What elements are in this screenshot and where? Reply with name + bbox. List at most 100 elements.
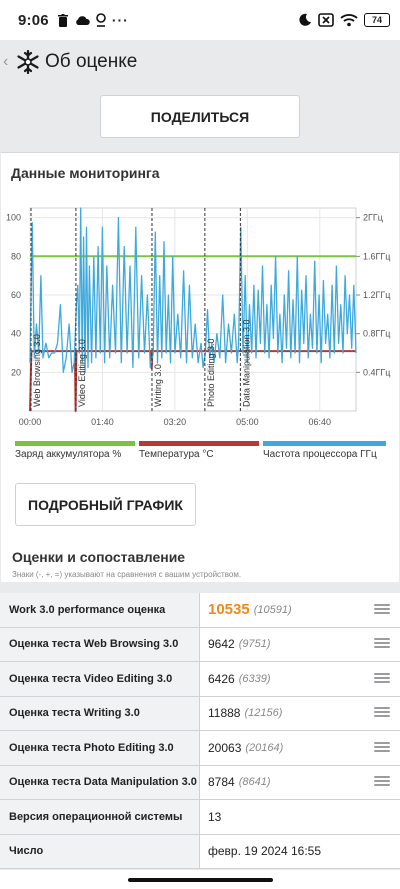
status-time: 9:06 [18, 11, 49, 29]
x-tick-label: 06:40 [309, 417, 332, 427]
score-reference: (9751) [238, 638, 271, 651]
score-value: 9642 [208, 637, 235, 652]
moon-icon [299, 13, 311, 26]
score-value: 20063 [208, 740, 242, 755]
location-icon [96, 13, 106, 27]
legend-item: Температура °C [139, 441, 259, 460]
monitoring-card: Данные мониторинга 20 40 60 80 100 0.4ГГц 0.8Г… [1, 152, 399, 582]
detailed-graph-button[interactable]: ПОДРОБНЫЙ ГРАФИК [15, 483, 196, 526]
app-logo-icon [15, 49, 41, 75]
phase-label: Video Editing 3.0 [77, 339, 87, 407]
score-row: Оценка теста Video Editing 3.0 6426 (6339) [0, 662, 400, 697]
legend-swatch [263, 441, 386, 446]
score-reference: (12156) [244, 707, 283, 720]
x-tick-label: 00:00 [19, 417, 42, 427]
row-menu-icon[interactable] [374, 707, 390, 719]
score-name: Оценка теста Writing 3.0 [0, 696, 200, 730]
trash-icon [57, 13, 68, 27]
score-value-cell: 13 [200, 800, 400, 834]
app-bar: ‹ Об оценке [0, 40, 400, 84]
y-right-tick-label: 2ГГц [363, 213, 383, 223]
cloud-icon [76, 15, 90, 25]
score-value: 6426 [208, 671, 235, 686]
x-tick-label: 05:00 [236, 417, 259, 427]
series-line [29, 207, 357, 373]
legend-item: Заряд аккумулятора % [15, 441, 135, 460]
y-left-tick-label: 60 [11, 290, 21, 300]
score-name: Версия операционной системы [0, 800, 200, 834]
monitoring-chart[interactable]: 20 40 60 80 100 0.4ГГц 0.8ГГц 1.2ГГц 1.6ГГц 2ГГц 0… [1, 198, 399, 438]
legend-swatch [15, 441, 135, 446]
phase-label: Data Manipulation 3.0 [241, 319, 251, 407]
score-value-cell: 10535 (10591) [200, 593, 400, 627]
y-left-tick-label: 40 [11, 329, 21, 339]
page-title: Об оценке [45, 51, 138, 72]
score-name: Оценка теста Data Manipulation 3.0 [0, 765, 200, 799]
score-name: Число [0, 834, 200, 868]
row-menu-icon[interactable] [374, 741, 390, 754]
monitoring-title: Данные мониторинга [11, 165, 160, 181]
score-name: Оценка теста Video Editing 3.0 [0, 662, 200, 696]
score-reference: (6339) [238, 672, 271, 685]
y-left-tick-label: 100 [6, 213, 21, 223]
score-row: Версия операционной системы 13 [0, 800, 400, 835]
chart-legend: Заряд аккумулятора % Температура °C Частот… [1, 441, 399, 461]
navigation-bar [0, 870, 400, 889]
legend-item: Частота процессора ГГц [263, 441, 386, 460]
score-value: 11888 [208, 706, 241, 721]
score-value-cell: 11888 (12156) [200, 696, 400, 730]
system-icons: 74 [298, 13, 390, 27]
battery-indicator: 74 [364, 13, 390, 27]
phase-label: Photo Editing 3.0 [206, 338, 216, 407]
score-value: 8784 [208, 775, 235, 790]
score-value-cell: 8784 (8641) [200, 765, 400, 799]
score-reference: (20164) [245, 741, 284, 754]
score-value-cell: 6426 (6339) [200, 662, 400, 696]
y-left-tick-label: 20 [11, 367, 21, 377]
back-chevron-icon[interactable]: ‹ [3, 53, 9, 70]
phase-label: Web Browsing 3.0 [32, 334, 42, 407]
legend-swatch [139, 441, 259, 446]
score-name: Оценка теста Photo Editing 3.0 [0, 731, 200, 765]
y-right-tick-label: 0.4ГГц [363, 367, 390, 377]
more-notifications-icon: ··· [111, 12, 129, 28]
score-row: Оценка теста Web Browsing 3.0 9642 (9751) [0, 627, 400, 662]
score-row: Оценка теста Writing 3.0 11888 (12156) [0, 696, 400, 731]
score-value-cell: 9642 (9751) [200, 627, 400, 661]
score-row: Число февр. 19 2024 16:55 [0, 834, 400, 869]
x-tick-label: 01:40 [91, 417, 114, 427]
y-right-tick-label: 1.6ГГц [363, 251, 390, 261]
y-right-tick-label: 1.2ГГц [363, 290, 390, 300]
wifi-icon [340, 14, 358, 27]
share-button[interactable]: ПОДЕЛИТЬСЯ [100, 95, 300, 138]
row-menu-icon[interactable] [374, 603, 390, 616]
score-value: 13 [208, 809, 222, 824]
y-right-tick-label: 0.8ГГц [363, 329, 390, 339]
legend-label: Температура °C [139, 449, 214, 460]
home-gesture-handle[interactable] [128, 878, 273, 882]
score-value: 10535 [208, 601, 250, 619]
no-sim-icon [318, 13, 334, 27]
score-value-cell: февр. 19 2024 16:55 [200, 834, 400, 868]
row-menu-icon[interactable] [374, 638, 390, 650]
phase-label: Writing 3.0 [153, 364, 163, 407]
y-left-tick-label: 80 [11, 251, 21, 261]
legend-label: Заряд аккумулятора % [15, 449, 122, 460]
score-row: Work 3.0 performance оценка 10535 (10591) [0, 593, 400, 628]
score-row: Оценка теста Data Manipulation 3.0 8784 (8… [0, 765, 400, 800]
scores-table: Work 3.0 performance оценка 10535 (10591) О… [0, 593, 400, 869]
row-menu-icon[interactable] [374, 672, 390, 685]
status-bar: 9:06 ··· 74 [0, 0, 400, 40]
score-value-cell: 20063 (20164) [200, 731, 400, 765]
scores-title: Оценки и сопоставление [12, 549, 186, 565]
x-tick-label: 03:20 [164, 417, 187, 427]
score-name: Оценка теста Web Browsing 3.0 [0, 627, 200, 661]
score-reference: (10591) [253, 603, 292, 616]
scores-note: Знаки (-, +, =) указывают на сравнения с… [12, 570, 242, 579]
score-value: февр. 19 2024 16:55 [208, 844, 322, 859]
score-reference: (8641) [238, 776, 271, 789]
row-menu-icon[interactable] [374, 776, 390, 788]
legend-label: Частота процессора ГГц [263, 449, 377, 460]
notification-icons: ··· [57, 12, 129, 28]
score-row: Оценка теста Photo Editing 3.0 20063 (2016… [0, 731, 400, 766]
